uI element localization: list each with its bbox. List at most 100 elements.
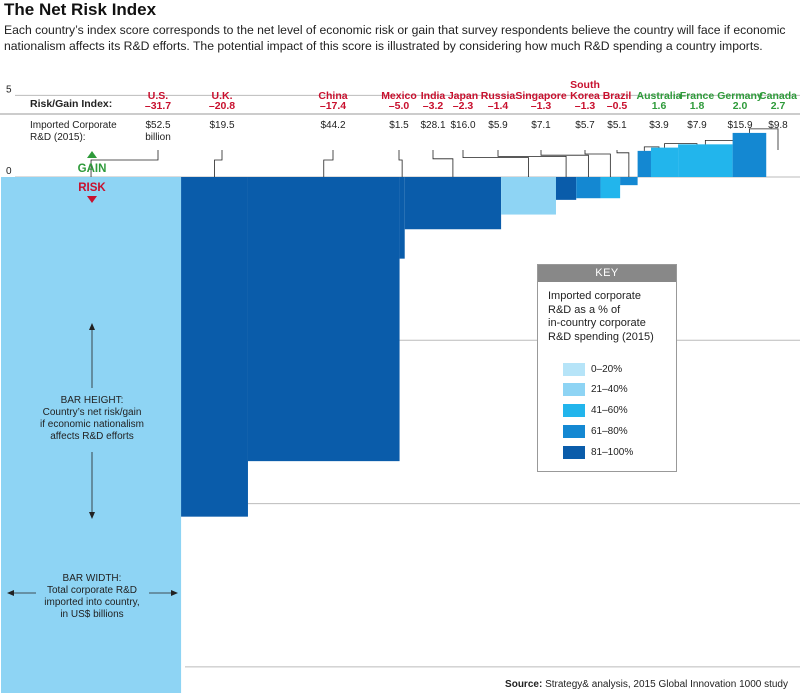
bar-singapore xyxy=(576,177,601,199)
chart-subtitle: Each country’s index score corresponds t… xyxy=(4,23,786,53)
imported-value: $44.2 xyxy=(320,120,345,131)
index-label: 1.6 xyxy=(652,100,667,112)
bar-width-annotation: Total corporate R&D xyxy=(47,585,137,596)
index-label: –31.7 xyxy=(145,100,171,112)
imported-value: $5.7 xyxy=(575,120,595,131)
bar-width-annotation: in US$ billions xyxy=(60,609,123,620)
source-note: Source: Strategy& analysis, 2015 Global … xyxy=(505,679,788,690)
index-label: 2.0 xyxy=(733,100,748,112)
country-name: Mexico xyxy=(381,90,417,102)
bar-us xyxy=(1,177,182,693)
index-label: –5.0 xyxy=(389,100,410,112)
legend-item: 61–80% xyxy=(563,425,673,438)
bar-germany xyxy=(678,144,733,177)
chart-title: The Net Risk Index xyxy=(4,0,157,19)
index-label: –2.3 xyxy=(453,100,474,112)
country-name: Russia xyxy=(481,90,516,102)
country-name: Korea xyxy=(570,90,600,102)
imported-value: $15.9 xyxy=(727,120,752,131)
legend-label: 81–100% xyxy=(591,447,634,458)
billion-label: billion xyxy=(145,132,171,143)
leader-line xyxy=(398,150,403,177)
bar-canada xyxy=(732,132,767,177)
country-name: U.K. xyxy=(212,90,233,102)
imported-value: $1.5 xyxy=(389,120,409,131)
arrow-left-icon xyxy=(7,590,14,596)
imported-value: $5.9 xyxy=(488,120,508,131)
leader-line xyxy=(584,150,611,177)
leader-line xyxy=(323,150,334,177)
legend-label: 0–20% xyxy=(591,364,623,375)
imported-value: $5.1 xyxy=(607,120,627,131)
imported-value: $16.0 xyxy=(450,120,475,131)
bar-mexico xyxy=(399,177,405,259)
country-name: Germany xyxy=(717,90,763,102)
bar-india xyxy=(404,177,502,230)
bar-japan xyxy=(501,177,556,215)
bar-height-annotation: if economic nationalism xyxy=(40,419,144,430)
country-name: China xyxy=(318,90,347,102)
bar-brazil xyxy=(620,177,638,186)
imported-label: R&D (2015): xyxy=(30,132,86,143)
legend-desc-line: R&D as a % of xyxy=(548,303,621,316)
country-name: Australia xyxy=(637,90,682,102)
bar-australia xyxy=(637,150,651,177)
index-label: –1.3 xyxy=(575,100,596,112)
gain-label: GAIN xyxy=(78,163,107,175)
legend-item: 81–100% xyxy=(563,446,673,459)
leader-line xyxy=(497,150,567,177)
imported-value: $3.9 xyxy=(649,120,669,131)
leader-line xyxy=(749,128,779,150)
leader-line xyxy=(90,150,159,177)
imported-value: $52.5 xyxy=(145,120,170,131)
imported-value: $19.5 xyxy=(209,120,234,131)
legend-swatch xyxy=(563,404,585,417)
country-name: South xyxy=(570,79,600,91)
gain-arrow-icon xyxy=(87,151,97,158)
legend-label: 21–40% xyxy=(591,384,628,395)
bar-height-annotation: affects R&D efforts xyxy=(50,431,134,442)
arrow-down-icon xyxy=(89,512,95,519)
legend-item: 21–40% xyxy=(563,383,673,396)
imported-value: $7.1 xyxy=(531,120,551,131)
legend-desc-line: R&D spending (2015) xyxy=(548,330,654,343)
leader-line xyxy=(432,150,454,177)
country-name: India xyxy=(421,90,446,102)
imported-value: $28.1 xyxy=(420,120,445,131)
source-text: Strategy& analysis, 2015 Global Innovati… xyxy=(545,679,788,690)
index-label: –0.5 xyxy=(607,100,628,112)
bar-height-annotation: BAR HEIGHT: xyxy=(61,395,124,406)
legend-key-title: KEY xyxy=(538,265,676,282)
legend-label: 61–80% xyxy=(591,426,628,437)
country-name: U.S. xyxy=(148,90,169,102)
imported-label: Imported Corporate xyxy=(30,120,117,131)
legend-swatch xyxy=(563,383,585,396)
country-name: Canada xyxy=(759,90,797,102)
index-label: –1.3 xyxy=(531,100,552,112)
legend-desc-line: Imported corporate xyxy=(548,290,641,302)
imported-value: $9.8 xyxy=(768,120,788,131)
arrow-right-icon xyxy=(171,590,178,596)
legend-key: KEY Imported corporate R&D as a % of in-… xyxy=(537,264,677,472)
legend-label: 41–60% xyxy=(591,405,628,416)
bar-uk xyxy=(181,177,248,517)
arrow-up-icon xyxy=(89,323,95,330)
legend-swatch xyxy=(563,446,585,459)
index-label: –1.4 xyxy=(488,100,509,112)
bar-china xyxy=(247,177,400,462)
y-tick-label: 5 xyxy=(6,84,12,95)
legend-key-description: Imported corporate R&D as a % of in-coun… xyxy=(538,282,676,344)
risk-label: RISK xyxy=(78,182,106,194)
y-tick-label: 0 xyxy=(6,166,12,177)
legend-item: 41–60% xyxy=(563,404,673,417)
risk-gain-index-label: Risk/Gain Index: xyxy=(30,98,112,110)
leader-line xyxy=(540,150,589,177)
index-label: –20.8 xyxy=(209,100,235,112)
index-label: –17.4 xyxy=(320,100,346,112)
country-name: Brazil xyxy=(603,90,632,102)
bar-width-annotation: imported into country, xyxy=(44,597,139,608)
legend-desc-line: in-country corporate xyxy=(548,317,646,329)
index-label: 2.7 xyxy=(771,100,786,112)
bar-france xyxy=(650,147,679,177)
leader-line xyxy=(462,150,529,177)
